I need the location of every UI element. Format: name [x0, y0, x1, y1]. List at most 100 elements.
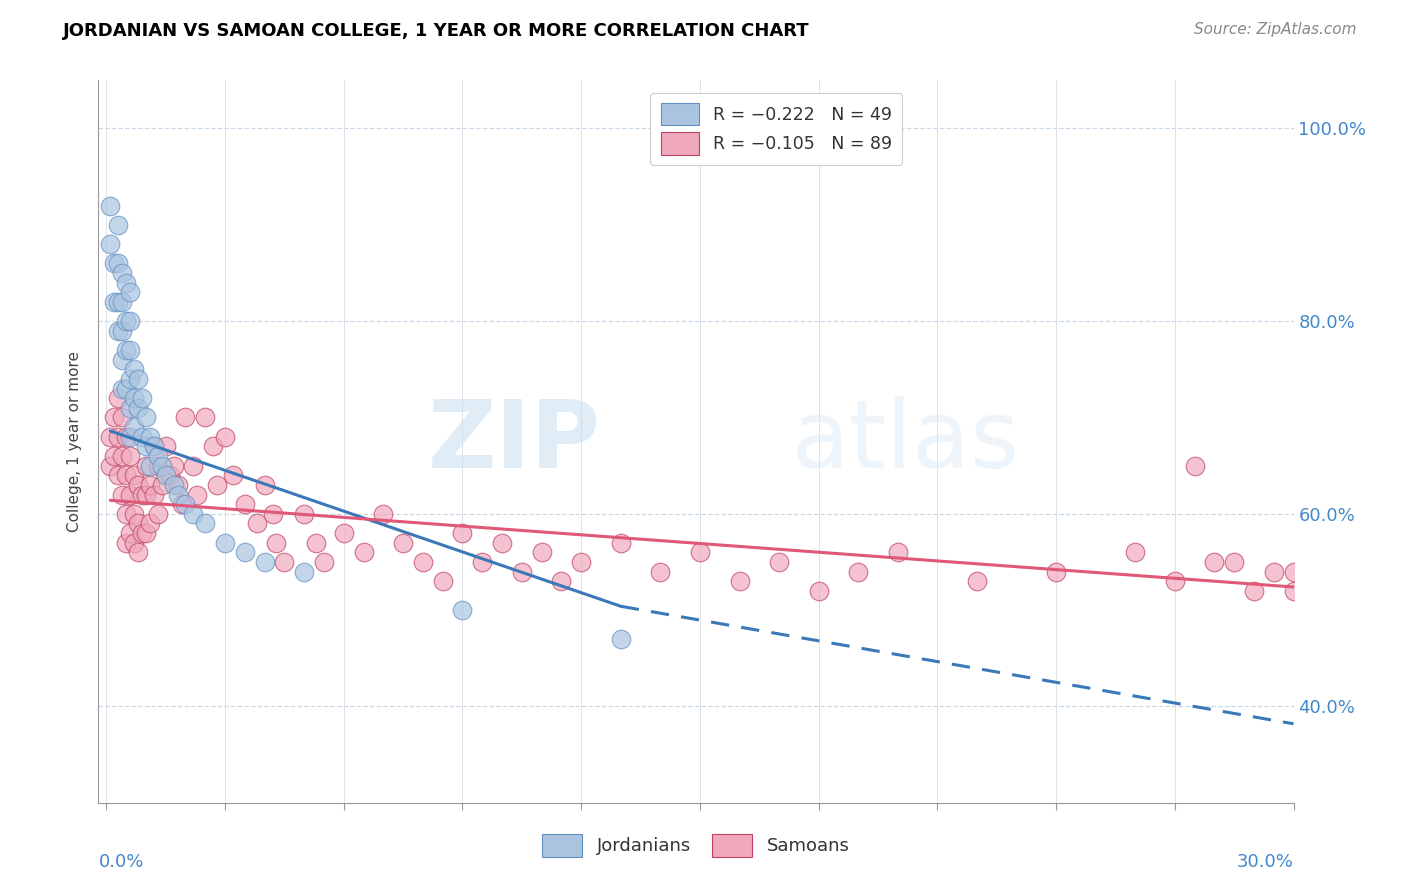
Point	[103, 449, 125, 463]
Point	[120, 372, 142, 386]
Point	[1045, 565, 1067, 579]
Point	[214, 535, 236, 549]
Point	[115, 535, 138, 549]
Point	[392, 535, 415, 549]
Point	[120, 526, 142, 541]
Point	[166, 478, 188, 492]
Point	[150, 478, 173, 492]
Point	[174, 497, 197, 511]
Point	[1164, 574, 1187, 589]
Point	[186, 487, 208, 501]
Point	[131, 430, 153, 444]
Point	[122, 468, 145, 483]
Point	[122, 535, 145, 549]
Point	[155, 468, 177, 483]
Point	[1184, 458, 1206, 473]
Point	[120, 343, 142, 357]
Point	[530, 545, 553, 559]
Text: JORDANIAN VS SAMOAN COLLEGE, 1 YEAR OR MORE CORRELATION CHART: JORDANIAN VS SAMOAN COLLEGE, 1 YEAR OR M…	[63, 22, 810, 40]
Point	[146, 458, 169, 473]
Point	[846, 565, 869, 579]
Point	[107, 218, 129, 232]
Point	[1204, 555, 1226, 569]
Point	[120, 401, 142, 415]
Point	[150, 458, 173, 473]
Point	[146, 507, 169, 521]
Point	[1123, 545, 1146, 559]
Point	[183, 507, 205, 521]
Point	[155, 439, 177, 453]
Point	[135, 526, 157, 541]
Point	[98, 198, 121, 212]
Point	[135, 410, 157, 425]
Point	[569, 555, 592, 569]
Point	[139, 478, 162, 492]
Point	[174, 410, 197, 425]
Point	[253, 555, 276, 569]
Point	[120, 449, 142, 463]
Point	[107, 256, 129, 270]
Point	[273, 555, 295, 569]
Point	[135, 439, 157, 453]
Point	[510, 565, 533, 579]
Point	[333, 526, 356, 541]
Point	[120, 487, 142, 501]
Point	[111, 266, 134, 280]
Point	[139, 458, 162, 473]
Point	[194, 410, 217, 425]
Point	[373, 507, 395, 521]
Point	[103, 256, 125, 270]
Point	[205, 478, 228, 492]
Point	[103, 410, 125, 425]
Point	[162, 478, 184, 492]
Point	[107, 468, 129, 483]
Point	[135, 487, 157, 501]
Point	[491, 535, 513, 549]
Point	[131, 526, 153, 541]
Point	[1243, 583, 1265, 598]
Text: Source: ZipAtlas.com: Source: ZipAtlas.com	[1194, 22, 1357, 37]
Point	[887, 545, 910, 559]
Point	[728, 574, 751, 589]
Point	[131, 487, 153, 501]
Point	[122, 391, 145, 405]
Point	[432, 574, 454, 589]
Point	[98, 237, 121, 252]
Point	[131, 391, 153, 405]
Point	[451, 526, 474, 541]
Point	[107, 294, 129, 309]
Point	[127, 401, 149, 415]
Point	[292, 565, 315, 579]
Text: atlas: atlas	[792, 395, 1019, 488]
Point	[135, 458, 157, 473]
Point	[305, 535, 328, 549]
Point	[107, 391, 129, 405]
Point	[233, 497, 256, 511]
Point	[98, 458, 121, 473]
Point	[111, 324, 134, 338]
Point	[122, 420, 145, 434]
Point	[194, 516, 217, 531]
Point	[222, 468, 245, 483]
Point	[111, 410, 134, 425]
Point	[115, 343, 138, 357]
Point	[115, 382, 138, 396]
Point	[1282, 583, 1305, 598]
Point	[103, 294, 125, 309]
Point	[170, 497, 193, 511]
Point	[292, 507, 315, 521]
Point	[412, 555, 434, 569]
Point	[353, 545, 375, 559]
Point	[120, 314, 142, 328]
Point	[471, 555, 494, 569]
Point	[312, 555, 335, 569]
Point	[146, 449, 169, 463]
Point	[139, 516, 162, 531]
Point	[1223, 555, 1246, 569]
Point	[115, 468, 138, 483]
Point	[233, 545, 256, 559]
Point	[142, 439, 165, 453]
Point	[115, 430, 138, 444]
Point	[139, 430, 162, 444]
Point	[120, 430, 142, 444]
